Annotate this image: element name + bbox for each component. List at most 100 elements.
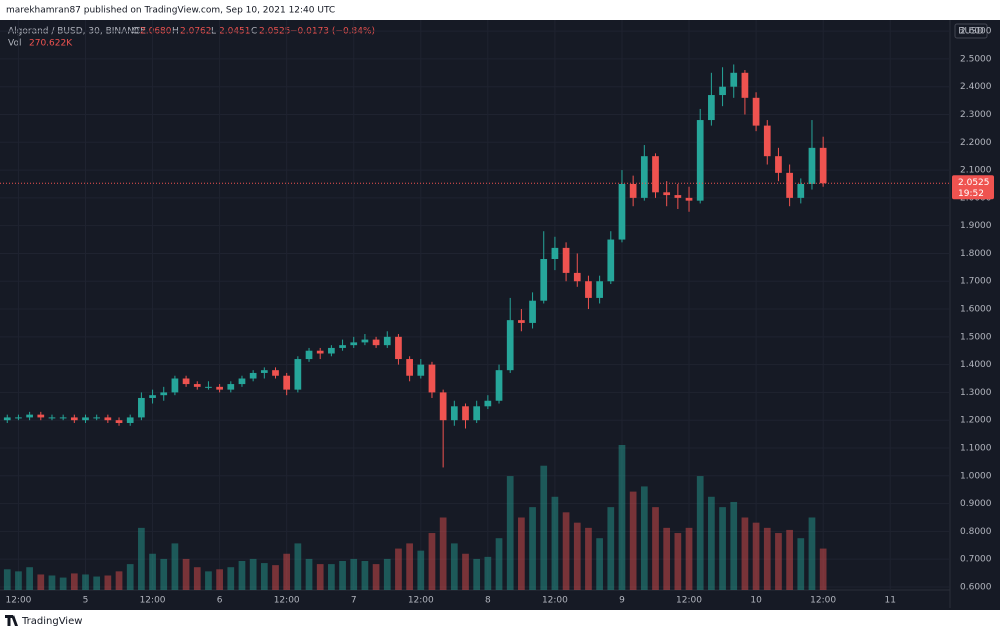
volume-bar: [663, 527, 671, 590]
x-tick-label: 12:00: [5, 596, 31, 606]
volume-bar: [473, 558, 481, 590]
volume-bar: [339, 561, 346, 590]
volume-bar: [15, 571, 22, 590]
candle-body: [305, 350, 313, 360]
volume-bar: [216, 569, 223, 590]
volume-bar: [775, 533, 782, 590]
candle-body: [797, 183, 805, 198]
volume-bar: [462, 553, 469, 590]
volume-bar: [551, 496, 559, 590]
x-tick-label: 6: [217, 596, 223, 606]
y-tick-label: 2.6000: [960, 27, 992, 37]
candle-body: [339, 345, 346, 348]
volume-bar: [227, 567, 235, 590]
candle-body: [752, 97, 760, 126]
y-tick-label: 0.8000: [960, 527, 992, 537]
candle-body: [160, 392, 168, 396]
candle-body: [15, 417, 22, 419]
volume-bar: [763, 527, 771, 590]
volume-bar: [260, 563, 268, 590]
candle-body: [819, 147, 827, 184]
volume-bar: [193, 567, 201, 590]
candle-body: [585, 281, 592, 298]
y-tick-label: 1.1000: [960, 443, 992, 453]
volume-bar: [741, 517, 749, 590]
y-tick-label: 2.2000: [960, 138, 992, 148]
volume-bar: [506, 476, 514, 590]
candle-body: [484, 400, 492, 407]
candle-body: [182, 378, 190, 385]
x-tick-label: 11: [884, 596, 895, 606]
y-tick-label: 1.4000: [960, 360, 992, 370]
candle-body: [272, 370, 279, 376]
volume-bar: [696, 476, 704, 590]
x-tick-label: 12:00: [408, 596, 434, 606]
candle-body: [439, 392, 447, 421]
candle-body: [640, 156, 648, 198]
volume-bar: [205, 571, 212, 590]
candle-body: [216, 386, 223, 390]
candle-body: [551, 247, 559, 260]
y-tick-label: 1.8000: [960, 249, 992, 259]
x-tick-label: 10: [750, 596, 762, 606]
x-tick-label: 12:00: [810, 596, 836, 606]
volume-bar: [708, 496, 715, 590]
volume-bar: [26, 567, 33, 590]
x-tick-label: 7: [351, 596, 357, 606]
candle-body: [540, 259, 548, 301]
volume-bar: [395, 548, 402, 590]
candle-body: [573, 272, 581, 282]
last-price-label: 2.0525: [958, 178, 990, 188]
candle-body: [685, 197, 693, 201]
volume-bar: [674, 533, 682, 590]
last-price-tag: [952, 175, 994, 200]
volume-bar: [350, 558, 358, 590]
volume-bar: [37, 574, 45, 590]
candle-body: [48, 417, 56, 419]
candle-body: [361, 339, 369, 343]
candle-body: [37, 414, 45, 418]
y-tick-label: 1.2000: [960, 416, 992, 426]
footer-bar: [0, 610, 1000, 634]
volume-bar: [149, 553, 156, 590]
logo: [5, 615, 18, 626]
candle-body: [328, 347, 335, 354]
volume-bar: [115, 571, 123, 590]
candle-body: [674, 195, 682, 198]
candle-body: [59, 417, 67, 419]
candle-body: [663, 192, 671, 196]
volume-bar: [48, 575, 56, 590]
currency: BUSD: [958, 27, 983, 37]
candle-body: [596, 281, 603, 298]
top-bar: [0, 0, 1000, 20]
brand: TradingView: [21, 616, 82, 627]
y-tick-label: 1.5000: [960, 332, 992, 342]
candle-body: [450, 406, 458, 421]
candle-body: [529, 300, 536, 323]
y-tick-label: 1.7000: [960, 277, 992, 287]
volume-bar: [294, 543, 302, 590]
volume-bar: [607, 507, 615, 590]
candle-body: [372, 339, 380, 346]
y-tick-label: 1.6000: [960, 305, 992, 315]
volume-bar: [328, 564, 335, 590]
candle-body: [126, 417, 134, 423]
volume-bar: [305, 558, 313, 590]
candle-body: [518, 320, 525, 323]
candle-body: [786, 172, 793, 198]
grid: [0, 20, 950, 590]
x-tick-label: 12:00: [542, 596, 568, 606]
candle-body: [115, 420, 123, 423]
candle-body: [104, 417, 112, 421]
candle-body: [350, 342, 358, 346]
volume-bar: [819, 548, 827, 590]
candle-body: [138, 397, 145, 418]
candle-body: [227, 384, 235, 390]
volume-bar: [529, 507, 536, 590]
candle-body: [383, 336, 391, 346]
candle-body: [730, 72, 738, 87]
candle-body: [3, 417, 11, 421]
volume-bar: [316, 564, 324, 590]
candle-body: [775, 156, 782, 173]
